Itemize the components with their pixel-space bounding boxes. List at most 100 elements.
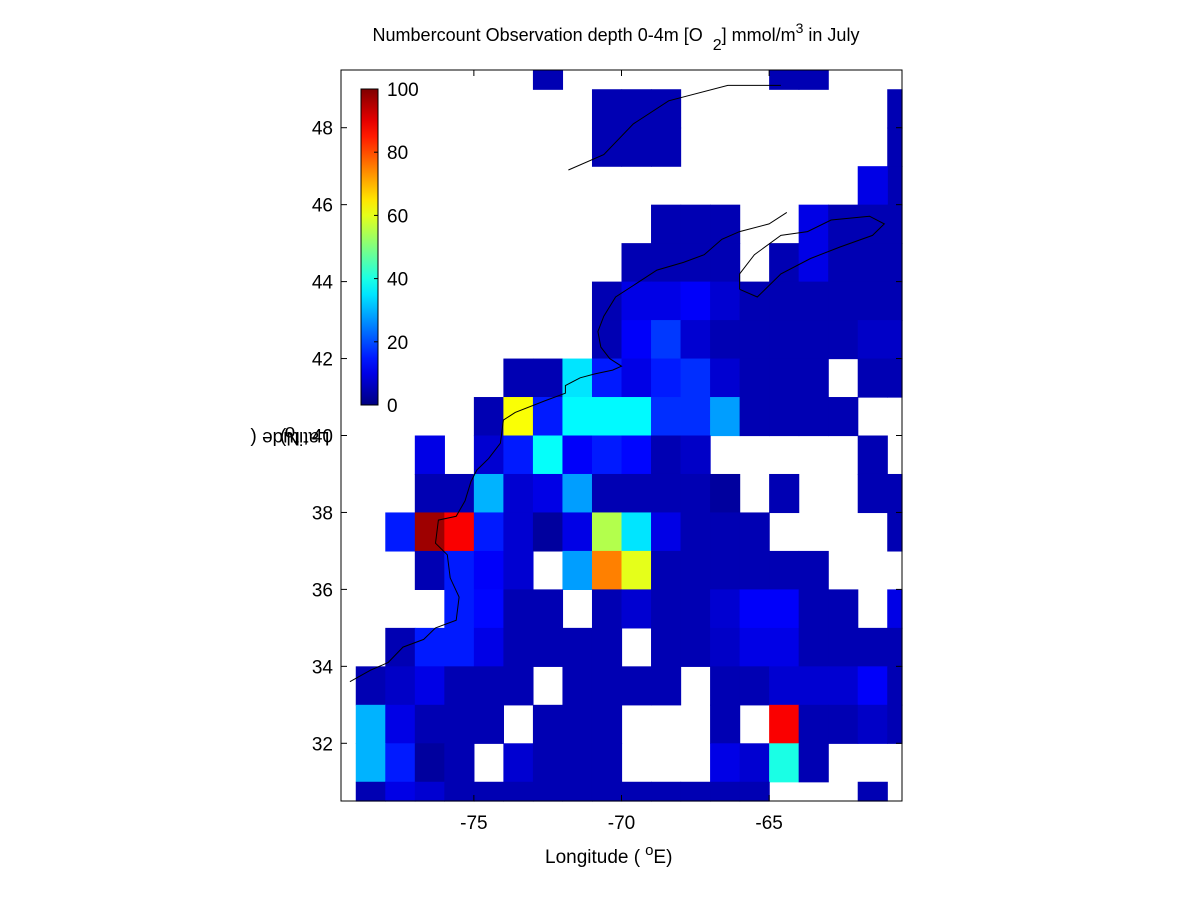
heatmap-cell xyxy=(532,781,564,802)
heatmap-cell xyxy=(473,627,504,667)
heatmap-cell xyxy=(887,204,903,244)
heatmap-cell xyxy=(680,550,711,590)
heatmap-cell xyxy=(385,666,416,706)
heatmap-cell xyxy=(887,589,903,629)
heatmap-cell xyxy=(503,666,534,706)
heatmap-cell xyxy=(591,127,623,167)
heatmap-cell xyxy=(769,743,800,783)
heatmap-cell xyxy=(414,550,445,590)
heatmap-cell xyxy=(503,358,534,398)
heatmap-cell xyxy=(651,473,682,514)
heatmap-cell xyxy=(739,358,770,398)
coastline-st-lawrence xyxy=(568,84,781,171)
heatmap-cell xyxy=(414,435,445,475)
title-unit: ] mmol/m xyxy=(721,25,796,45)
heatmap-cell xyxy=(591,397,623,437)
heatmap-cell xyxy=(798,743,829,783)
heatmap-cell xyxy=(503,512,534,552)
heatmap-cell xyxy=(473,397,504,437)
heatmap-cell xyxy=(798,243,829,283)
heatmap-cell xyxy=(828,204,859,244)
chart-title: Numbercount Observation depth 0-4m [O 2] … xyxy=(0,20,1200,55)
heatmap-cell xyxy=(857,666,888,706)
heatmap-cell xyxy=(591,704,623,744)
heatmap-cell xyxy=(887,89,903,129)
heatmap-cell xyxy=(857,320,888,360)
heatmap-cell xyxy=(473,473,504,514)
heatmap-cell xyxy=(503,781,534,802)
heatmap-cell xyxy=(857,243,888,283)
heatmap-cell xyxy=(621,397,652,437)
x-tick-label: -65 xyxy=(755,813,782,834)
heatmap-cell xyxy=(562,435,593,475)
heatmap-cell xyxy=(651,512,682,552)
x-tick-label: -75 xyxy=(460,813,487,834)
heatmap-cell xyxy=(798,704,829,744)
heatmap-cell xyxy=(444,666,475,706)
heatmap-cell xyxy=(651,781,682,802)
heatmap-cell xyxy=(473,550,504,590)
heatmap-cell xyxy=(562,397,593,437)
heatmap-cell xyxy=(503,473,534,514)
heatmap-cell xyxy=(710,320,741,360)
heatmap-cell xyxy=(710,397,741,437)
heatmap-cell xyxy=(355,704,386,744)
heatmap-cell xyxy=(857,704,888,744)
heatmap-cell xyxy=(769,589,800,629)
heatmap-cell xyxy=(651,358,682,398)
heatmap-cell xyxy=(355,666,386,706)
heatmap-cell xyxy=(710,781,741,802)
heatmap-cell xyxy=(887,281,903,321)
y-tick-label: 32 xyxy=(312,734,333,755)
heatmap-cell xyxy=(385,704,416,744)
heatmap-cell xyxy=(887,320,903,360)
heatmap-cell xyxy=(828,281,859,321)
heatmap-cell xyxy=(532,589,564,629)
heatmap-cell xyxy=(710,204,741,244)
heatmap-cell xyxy=(651,281,682,321)
heatmap-cell xyxy=(680,781,711,802)
heatmap-cell xyxy=(651,127,682,167)
heatmap-cell xyxy=(887,243,903,283)
heatmap-cell xyxy=(887,627,903,667)
heatmap-cell xyxy=(739,781,770,802)
heatmap-cell xyxy=(857,781,888,802)
heatmap-cell xyxy=(414,666,445,706)
heatmap-cell xyxy=(680,204,711,244)
heatmap-cell xyxy=(739,627,770,667)
heatmap-cell xyxy=(414,512,445,552)
heatmap-cell xyxy=(591,666,623,706)
heatmap-cell xyxy=(621,127,652,167)
heatmap-cell xyxy=(798,320,829,360)
heatmap-cell xyxy=(621,550,652,590)
heatmap-cell xyxy=(857,281,888,321)
heatmap-cell xyxy=(532,473,564,514)
y-tick-label: 44 xyxy=(312,273,334,294)
heatmap-cell xyxy=(769,70,800,90)
colorbar-tick-label: 40 xyxy=(387,270,408,291)
heatmap-cell xyxy=(828,397,859,437)
heatmap-cell xyxy=(857,166,888,206)
heatmap-cell xyxy=(414,473,445,514)
heatmap-cell xyxy=(651,204,682,244)
heatmap-cell xyxy=(769,666,800,706)
heatmap-cell xyxy=(828,589,859,629)
heatmap-cell xyxy=(444,473,475,514)
heatmap-cell xyxy=(710,473,741,514)
heatmap-cell xyxy=(798,550,829,590)
heatmap-cell xyxy=(651,243,682,283)
heatmap-cell xyxy=(828,666,859,706)
heatmap-cell xyxy=(444,589,475,629)
x-tick-label: -70 xyxy=(608,813,635,834)
heatmap-cell xyxy=(591,320,623,360)
colorbar-tick-label: 60 xyxy=(387,206,408,227)
coastline-east-us xyxy=(349,211,788,683)
heatmap-cell xyxy=(385,512,416,552)
heatmap-cell xyxy=(503,550,534,590)
heatmap-cell xyxy=(680,512,711,552)
heatmap-cell xyxy=(621,512,652,552)
heatmap-cell xyxy=(739,550,770,590)
colorbar: 0 20 40 60 80 100 xyxy=(360,80,419,417)
heatmap-cell xyxy=(444,743,475,783)
